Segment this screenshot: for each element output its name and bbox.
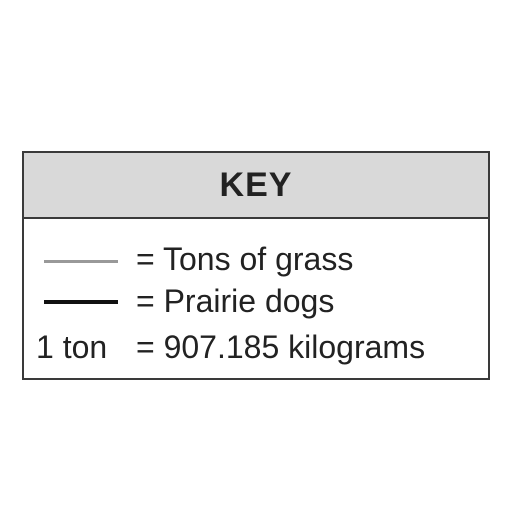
conversion-unit-label: 1 ton bbox=[36, 329, 108, 365]
key-title: KEY bbox=[24, 153, 488, 219]
legend-entry-prairie-dogs: = Prairie dogs bbox=[24, 281, 488, 321]
legend-key-box: KEY = Tons of grass = Prairie dogs 1 ton… bbox=[22, 151, 490, 380]
legend-entry-grass: = Tons of grass bbox=[24, 239, 488, 279]
conversion-value-label: = 907.185 kilograms bbox=[136, 329, 426, 365]
legend-entry-conversion: 1 ton = 907.185 kilograms bbox=[24, 327, 488, 367]
legend-entry-prairie-dogs-label: = Prairie dogs bbox=[136, 283, 335, 319]
gray-line-swatch bbox=[44, 260, 118, 263]
black-line-swatch bbox=[44, 300, 118, 304]
legend-entry-grass-label: = Tons of grass bbox=[136, 241, 354, 277]
